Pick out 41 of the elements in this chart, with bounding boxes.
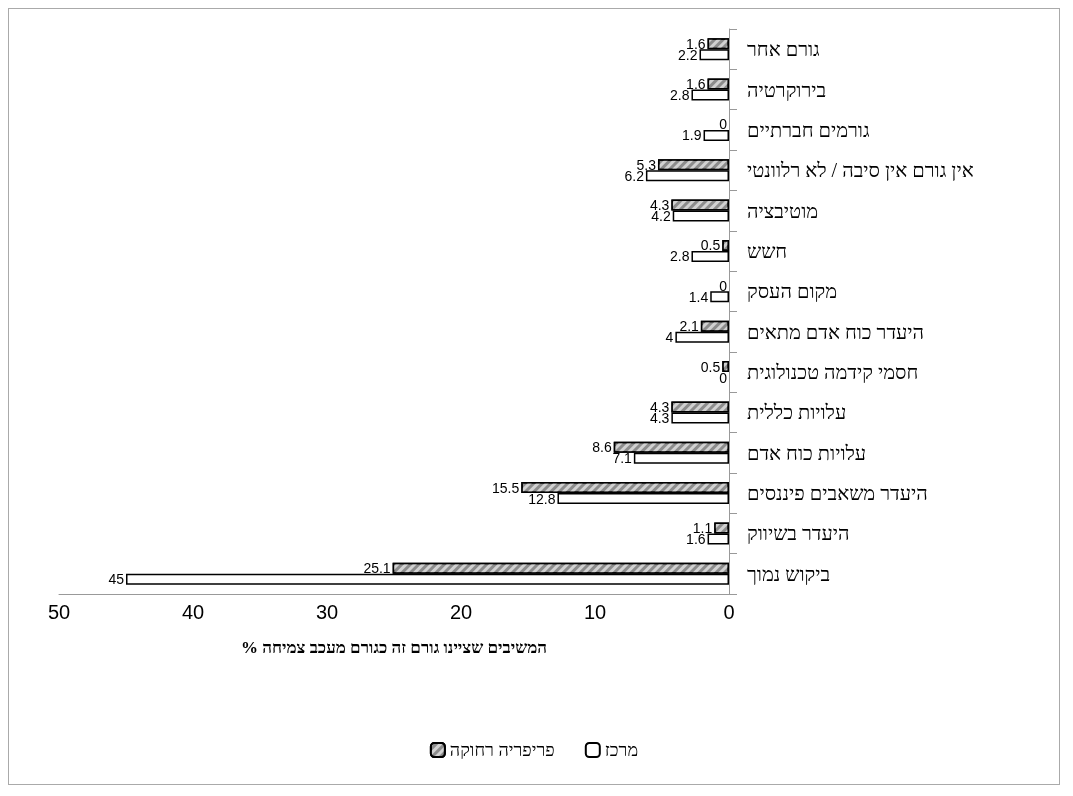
x-tick-label: 10 — [583, 601, 607, 623]
data-label: 12.8 — [528, 490, 556, 507]
y-tick-label: חסמי קידמה טכנולוגית — [747, 361, 919, 384]
x-tick-label: 30 — [315, 601, 339, 623]
data-label: 0.5 — [700, 358, 721, 375]
x-axis-title: % המשיבים שציינו גורם זה כגורם מעכב צמיחה — [240, 638, 548, 657]
y-tick-label: חשש — [747, 239, 788, 262]
x-tick-label: 40 — [181, 601, 205, 623]
data-label: 0 — [719, 369, 728, 386]
data-label: 1.9 — [682, 127, 702, 144]
y-tick-label: היעדר כוח אדם מתאים — [747, 320, 925, 343]
legend-label: פריפריה רחוקה — [449, 740, 555, 760]
data-label: 0.5 — [700, 237, 721, 254]
data-label: 4 — [665, 329, 674, 346]
y-tick-label: מקום העסק — [747, 280, 838, 303]
y-tick-label: ביקוש נמוך — [747, 562, 831, 585]
y-tick-label: היעדר משאבים פיננסים — [747, 482, 928, 505]
y-tick-label: עלויות כוח אדם — [747, 441, 867, 464]
y-tick-label: גורם אחר — [747, 38, 820, 61]
y-tick-label: בירוקרטיה — [747, 78, 827, 101]
y-tick-label: עלויות כללית — [747, 401, 847, 424]
y-tick-label: מוטיבציה — [747, 199, 819, 222]
bar — [703, 129, 729, 141]
data-label: 0 — [719, 116, 728, 133]
data-label: 45 — [108, 571, 125, 588]
y-tick-label: אין גורם אין סיבה / לא רלוונטי — [747, 159, 974, 182]
x-tick-label: 0 — [723, 601, 735, 623]
x-tick-label: 20 — [449, 601, 473, 623]
data-label: 15.5 — [492, 479, 520, 496]
data-label: 2.1 — [679, 318, 700, 335]
y-tick-label: היעדר בשיווק — [747, 522, 850, 545]
bar — [710, 291, 729, 303]
data-label: 2.8 — [670, 248, 690, 265]
legend-label: מרכז — [604, 740, 639, 760]
data-label: 8.6 — [592, 439, 612, 456]
data-label: 0 — [719, 277, 728, 294]
x-tick-label: 50 — [47, 601, 71, 623]
data-label: 7.1 — [612, 450, 633, 467]
y-tick-label: גורמים חברתיים — [747, 118, 870, 141]
data-label: 25.1 — [363, 560, 391, 577]
data-label: 1.4 — [688, 288, 709, 305]
